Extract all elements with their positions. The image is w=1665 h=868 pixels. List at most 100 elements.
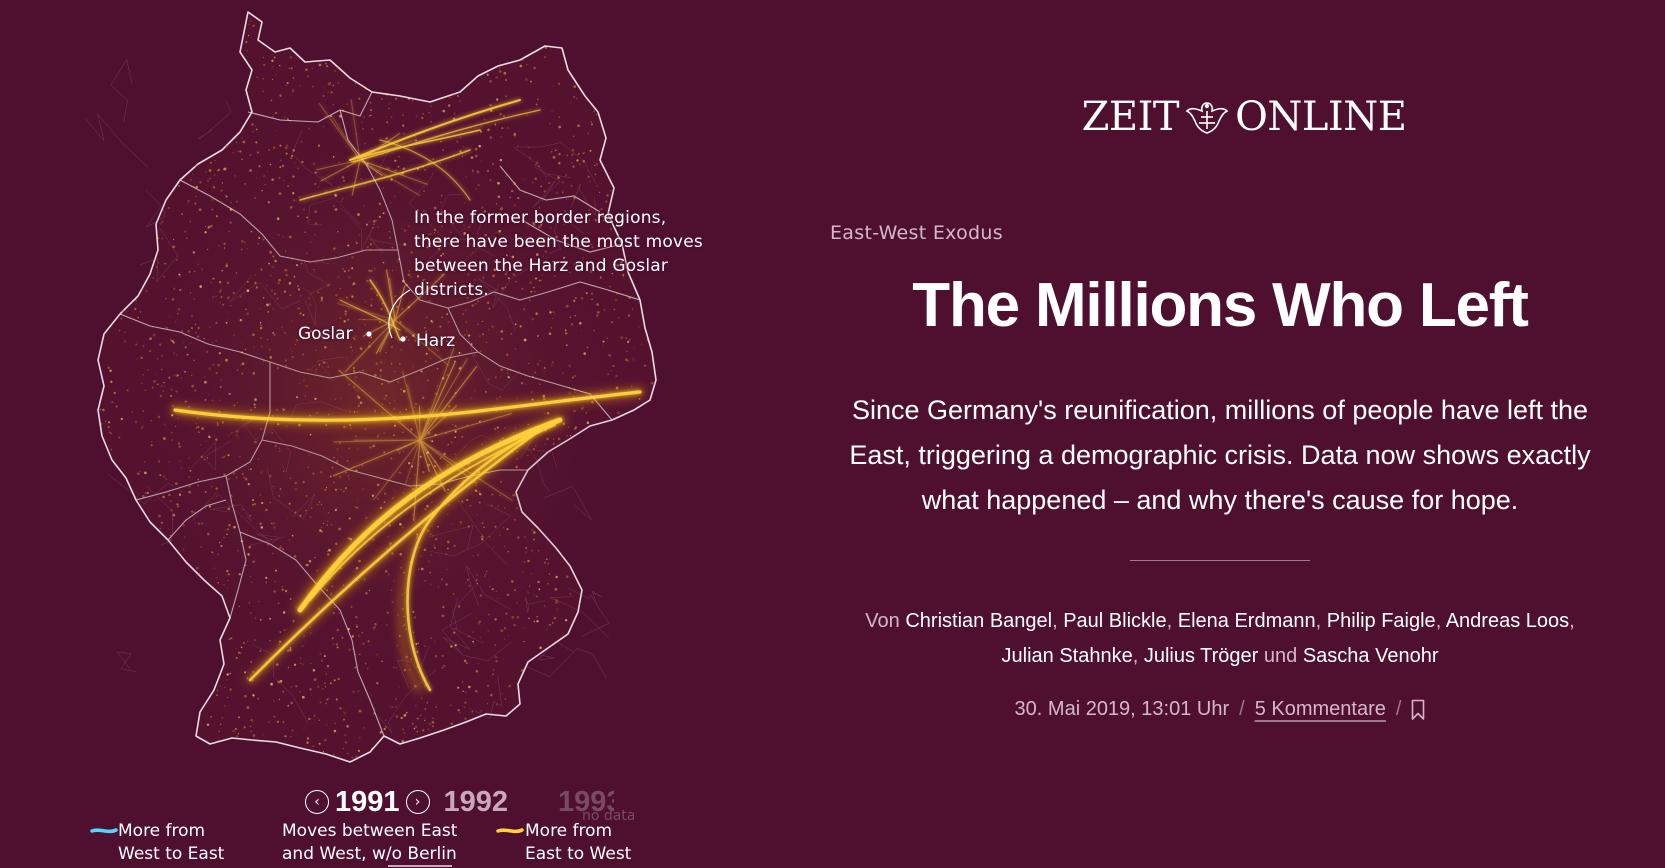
particle	[194, 202, 197, 205]
author-link[interactable]: Philip Faigle	[1326, 610, 1436, 632]
particle	[339, 123, 341, 126]
particle	[617, 316, 620, 319]
particle	[316, 412, 318, 414]
particle	[172, 238, 175, 241]
particle	[444, 461, 447, 464]
migration-map[interactable]: In the former border regions, there have…	[0, 0, 780, 868]
particle	[303, 634, 305, 637]
particle	[505, 612, 508, 615]
particle	[347, 307, 351, 311]
flow-ray	[318, 102, 361, 161]
particle	[499, 242, 501, 244]
particle	[379, 369, 382, 372]
particle	[206, 248, 209, 251]
particle	[433, 232, 436, 234]
particle	[299, 690, 301, 693]
comments-link[interactable]: 5 Kommentare	[1254, 698, 1386, 720]
particle	[268, 303, 272, 306]
author-link[interactable]: Sascha Venohr	[1302, 645, 1439, 667]
particle	[384, 570, 388, 573]
particle	[429, 439, 431, 442]
particle	[283, 179, 285, 182]
particle	[163, 423, 166, 426]
particle	[285, 425, 288, 428]
bookmark-icon[interactable]	[1411, 699, 1425, 721]
particle	[379, 247, 382, 250]
particle	[203, 458, 205, 461]
particle	[561, 180, 565, 184]
particle	[421, 116, 424, 120]
particle	[193, 511, 195, 514]
particle	[523, 627, 525, 629]
particle	[543, 561, 547, 564]
particle	[489, 218, 491, 221]
particle	[115, 405, 118, 408]
particle	[570, 242, 573, 245]
author-link[interactable]: Paul Blickle	[1063, 610, 1167, 632]
particle	[402, 728, 405, 731]
particle	[504, 545, 506, 547]
particle	[283, 290, 287, 293]
author-link[interactable]: Elena Erdmann	[1177, 610, 1316, 632]
particle	[383, 432, 386, 435]
particle	[276, 366, 280, 370]
particle	[593, 329, 595, 332]
logo-left: ZEIT	[1081, 94, 1180, 140]
zeit-online-logo[interactable]: ZEIT ONLINE	[1074, 92, 1414, 142]
particle	[374, 626, 377, 628]
particle	[573, 196, 576, 200]
particle	[99, 408, 102, 411]
particle	[262, 90, 265, 93]
particle	[459, 136, 462, 139]
particle	[291, 355, 294, 359]
particle	[268, 149, 270, 151]
particle	[218, 245, 220, 247]
particle	[536, 616, 538, 618]
particle	[340, 488, 342, 491]
particle	[505, 95, 507, 98]
particle	[468, 334, 471, 337]
author-link[interactable]: Julian Stahnke	[1001, 645, 1133, 667]
particle	[243, 726, 246, 729]
particle	[413, 631, 415, 633]
particle	[456, 140, 459, 143]
particle	[238, 605, 240, 608]
particle	[320, 335, 324, 338]
next-year-button[interactable]: 1992	[443, 785, 509, 818]
particle	[513, 182, 517, 185]
chevron-left-icon[interactable]: ‹	[305, 790, 329, 814]
particle	[575, 263, 579, 267]
particle	[440, 219, 443, 222]
particle	[496, 98, 499, 101]
particle	[248, 23, 250, 25]
particle	[314, 262, 316, 264]
particle	[546, 437, 549, 441]
particle	[206, 532, 210, 536]
far-year-button[interactable]: 1993	[558, 785, 614, 818]
particle	[305, 494, 308, 497]
particle	[594, 218, 598, 222]
particle	[260, 471, 263, 475]
particle	[570, 101, 572, 104]
particle	[393, 489, 395, 491]
particle	[531, 528, 534, 532]
author-link[interactable]: Julius Tröger	[1143, 645, 1259, 667]
particle	[544, 250, 548, 254]
particle	[523, 561, 526, 564]
author-link[interactable]: Christian Bangel	[905, 610, 1053, 632]
chevron-right-icon[interactable]: ›	[405, 790, 430, 814]
particle	[474, 147, 478, 151]
particle	[491, 325, 494, 328]
particle	[175, 258, 179, 261]
author-link[interactable]: Andreas Loos	[1445, 610, 1570, 632]
particle	[252, 560, 255, 563]
far-year-note: no data	[582, 808, 634, 824]
particle	[468, 635, 470, 637]
particle	[393, 399, 396, 402]
particle	[257, 458, 259, 460]
particle	[497, 195, 501, 199]
particle	[142, 495, 145, 498]
particle	[271, 65, 274, 69]
particle	[215, 487, 219, 490]
particle	[351, 756, 353, 759]
